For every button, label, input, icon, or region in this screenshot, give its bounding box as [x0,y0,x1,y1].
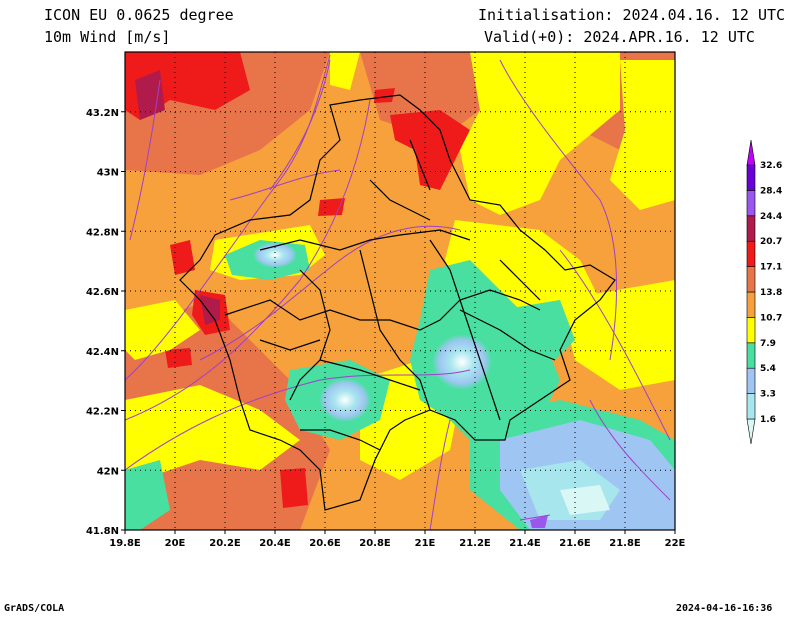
x-tick-label: 19.8E [109,538,141,549]
x-tick-label: 20E [165,538,186,549]
x-tick-label: 22E [665,538,686,549]
colorbar-level-label: 10.7 [760,313,782,323]
admin-borders [179,94,616,511]
colorbar-segment [746,317,756,344]
variable-title: 10m Wind [m/s] [44,28,171,46]
colorbar-high-arrow [746,139,756,166]
colorbar: 1.6 3.3 5.4 7.9 10.7 13.8 17.1 20.7 24.4 28.4 32.6 [746,139,782,445]
colorbar-segment [746,190,756,217]
colorbar-segment [746,393,756,420]
colorbar-level-label: 3.3 [760,390,776,400]
x-tick-label: 21.6E [559,538,591,549]
y-axis: 41.8N 42N 42.2N 42.4N 42.6N 42.8N 43N 43.2N [86,108,125,537]
x-tick-label: 21.2E [459,538,491,549]
colorbar-level-label: 1.6 [760,415,776,425]
colorbar-segment [746,164,756,191]
footer-timestamp: 2024-04-16-16:36 [676,603,773,614]
colorbar-level-label: 20.7 [760,237,782,247]
model-title: ICON EU 0.0625 degree [44,6,234,24]
y-tick-label: 43N [97,168,119,179]
colorbar-segment [746,266,756,293]
colorbar-low-arrow [746,418,756,445]
x-tick-label: 21.8E [609,538,641,549]
colorbar-level-label: 17.1 [760,263,782,273]
colorbar-level-label: 5.4 [760,364,776,374]
colorbar-level-label: 7.9 [760,339,776,349]
colorbar-level-label: 24.4 [760,212,782,222]
lat-lon-grid [125,52,675,530]
y-tick-label: 41.8N [86,526,119,537]
colorbar-segment [746,367,756,394]
y-tick-label: 42N [97,466,119,477]
y-tick-label: 42.2N [86,407,119,418]
colorbar-segment [746,342,756,369]
y-tick-label: 42.4N [86,347,119,358]
x-tick-label: 20.2E [209,538,241,549]
x-tick-label: 21.4E [509,538,541,549]
init-time: Initialisation: 2024.04.16. 12 UTC [478,6,786,24]
x-tick-label: 20.4E [259,538,291,549]
colorbar-level-label: 13.8 [760,288,782,298]
x-axis: 19.8E 20E 20.2E 20.4E 20.6E 20.8E 21E 21.2E 21.4… [109,530,686,549]
valid-time: Valid(+0): 2024.APR.16. 12 UTC [484,28,755,46]
x-tick-label: 20.8E [359,538,391,549]
y-tick-label: 43.2N [86,108,119,119]
colorbar-level-label: 28.4 [760,186,782,196]
colorbar-segment [746,240,756,267]
y-tick-label: 42.8N [86,227,119,238]
colorbar-segment [746,215,756,242]
x-tick-label: 20.6E [309,538,341,549]
streamlines [125,54,671,530]
y-tick-label: 42.6N [86,287,119,298]
colorbar-segment [746,291,756,318]
x-tick-label: 21E [415,538,436,549]
colorbar-level-label: 32.6 [760,161,782,171]
footer-software: GrADS/COLA [4,603,65,614]
